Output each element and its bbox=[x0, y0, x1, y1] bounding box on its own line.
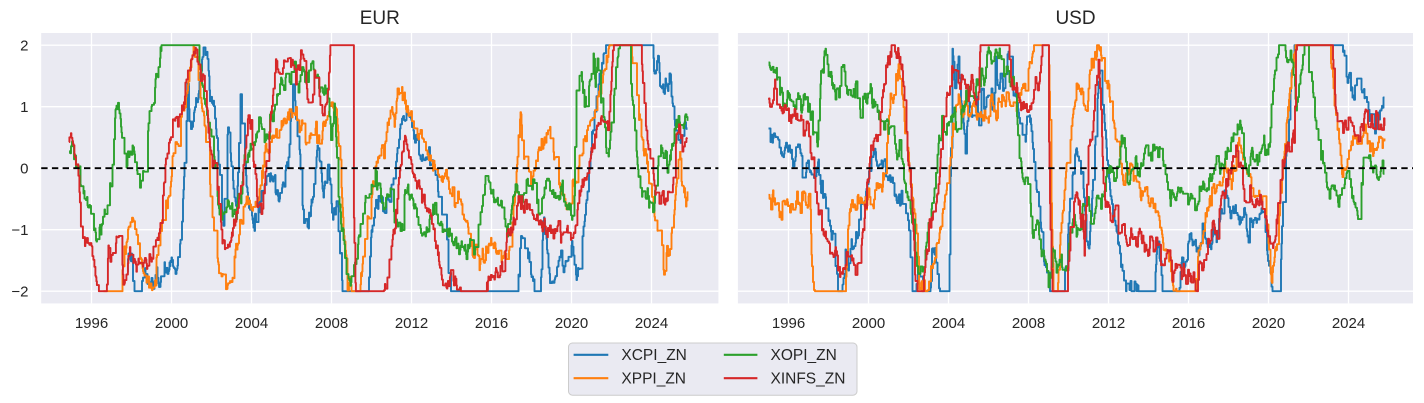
svg-text:2: 2 bbox=[20, 37, 28, 54]
svg-text:2004: 2004 bbox=[932, 315, 965, 332]
svg-text:−1: −1 bbox=[11, 222, 28, 239]
svg-text:2016: 2016 bbox=[1172, 315, 1205, 332]
svg-text:1996: 1996 bbox=[75, 315, 108, 332]
svg-text:2020: 2020 bbox=[1252, 315, 1285, 332]
svg-text:XINFS_ZN: XINFS_ZN bbox=[771, 370, 846, 387]
svg-text:1996: 1996 bbox=[772, 315, 805, 332]
svg-text:2016: 2016 bbox=[475, 315, 508, 332]
svg-text:2000: 2000 bbox=[852, 315, 885, 332]
svg-text:2024: 2024 bbox=[1332, 315, 1365, 332]
svg-text:XCPI_ZN: XCPI_ZN bbox=[621, 347, 686, 364]
svg-text:0: 0 bbox=[20, 160, 28, 177]
svg-text:2000: 2000 bbox=[155, 315, 188, 332]
svg-text:XOPI_ZN: XOPI_ZN bbox=[771, 347, 837, 364]
svg-text:2012: 2012 bbox=[395, 315, 428, 332]
svg-text:2004: 2004 bbox=[235, 315, 268, 332]
svg-text:2008: 2008 bbox=[315, 315, 348, 332]
svg-text:EUR: EUR bbox=[360, 8, 400, 29]
svg-text:USD: USD bbox=[1055, 8, 1095, 29]
svg-text:2024: 2024 bbox=[635, 315, 668, 332]
svg-text:XPPI_ZN: XPPI_ZN bbox=[621, 370, 686, 387]
svg-text:2012: 2012 bbox=[1092, 315, 1125, 332]
svg-text:2008: 2008 bbox=[1012, 315, 1045, 332]
svg-text:−2: −2 bbox=[11, 283, 28, 300]
svg-text:1: 1 bbox=[20, 99, 28, 116]
svg-text:2020: 2020 bbox=[555, 315, 588, 332]
